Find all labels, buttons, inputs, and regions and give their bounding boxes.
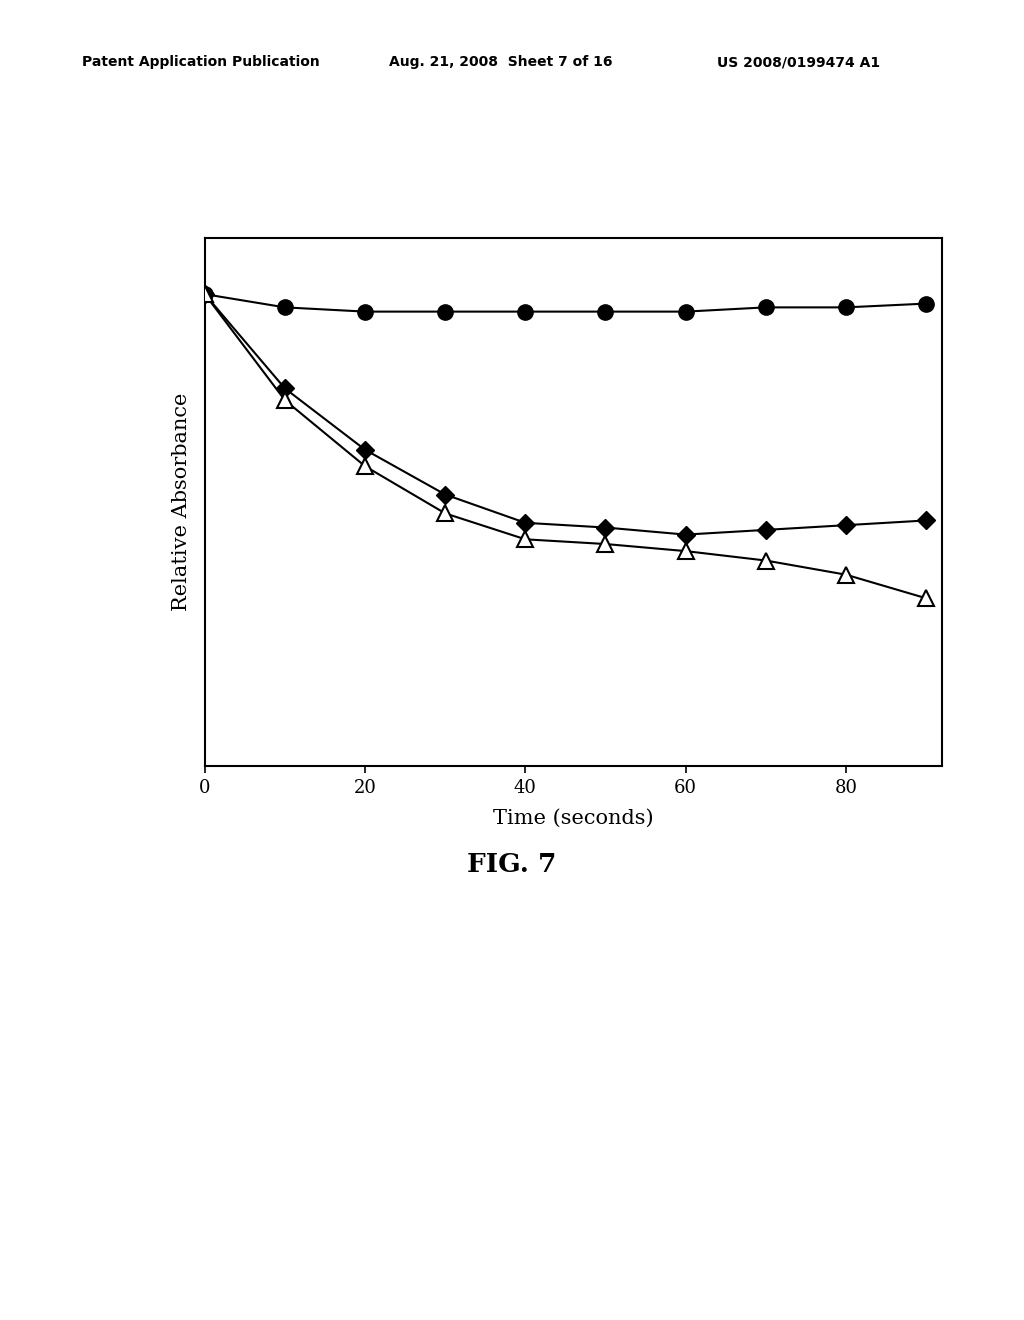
Text: US 2008/0199474 A1: US 2008/0199474 A1 bbox=[717, 55, 880, 70]
Text: Patent Application Publication: Patent Application Publication bbox=[82, 55, 319, 70]
Y-axis label: Relative Absorbance: Relative Absorbance bbox=[172, 392, 190, 611]
Text: Aug. 21, 2008  Sheet 7 of 16: Aug. 21, 2008 Sheet 7 of 16 bbox=[389, 55, 612, 70]
X-axis label: Time (seconds): Time (seconds) bbox=[494, 809, 653, 828]
Text: FIG. 7: FIG. 7 bbox=[467, 853, 557, 876]
